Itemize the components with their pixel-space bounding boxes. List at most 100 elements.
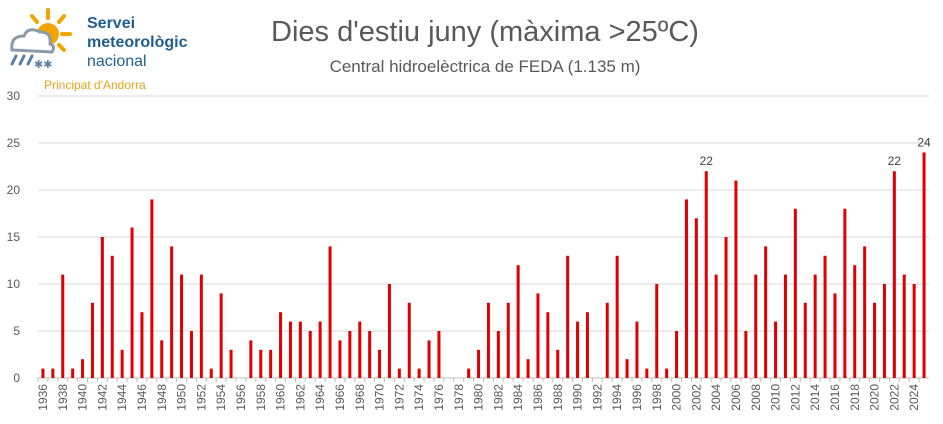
bar-2013 [803, 302, 807, 378]
bar-1940 [81, 359, 85, 378]
bar-1999 [665, 368, 669, 378]
bar-2018 [853, 265, 857, 378]
x-tick-label: 1980 [472, 384, 486, 411]
bar-1965 [328, 246, 332, 378]
bar-1983 [506, 302, 510, 378]
bar-1937 [51, 368, 55, 378]
bar-1993 [605, 302, 609, 378]
bar-2022 [892, 171, 896, 378]
bar-2023 [902, 274, 906, 378]
bar-1942 [100, 237, 104, 378]
x-tick-label: 1946 [135, 384, 149, 411]
bar-1945 [130, 227, 134, 378]
x-tick-label: 1974 [412, 384, 426, 411]
x-tick-label: 1942 [95, 384, 109, 411]
bar-2024 [912, 284, 916, 378]
bar-1971 [387, 284, 391, 378]
bar-2020 [873, 302, 877, 378]
bar-1954 [219, 293, 223, 378]
bar-1996 [635, 321, 639, 378]
x-tick-label: 1996 [630, 384, 644, 411]
bar-1975 [427, 340, 431, 378]
bar-1973 [407, 302, 411, 378]
chart-title: Dies d'estiu juny (màxima >25ºC) [271, 16, 699, 48]
bar-1998 [655, 284, 659, 378]
bar-1949 [170, 246, 174, 378]
x-tick-label: 1972 [392, 384, 406, 411]
x-tick-label: 2012 [788, 384, 802, 411]
bar-1946 [140, 312, 144, 378]
x-tick-label: 1988 [551, 384, 565, 411]
bar-1989 [566, 255, 570, 378]
bar-1997 [645, 368, 649, 378]
bar-1966 [338, 340, 342, 378]
x-tick-label: 1984 [511, 384, 525, 411]
x-tick-label: 1936 [36, 384, 50, 411]
bar-1990 [576, 321, 580, 378]
y-tick-label: 30 [7, 89, 21, 103]
bar-1955 [229, 349, 233, 378]
bar-2000 [675, 331, 679, 378]
x-tick-label: 1952 [194, 384, 208, 411]
bar-1984 [516, 265, 520, 378]
bar-1972 [397, 368, 401, 378]
bar-1980 [477, 349, 481, 378]
bar-2015 [823, 255, 827, 378]
bar-1986 [536, 293, 540, 378]
x-tick-label: 1956 [234, 384, 248, 411]
bar-1967 [348, 331, 352, 378]
x-tick-label: 1960 [274, 384, 288, 411]
bar-2001 [684, 199, 688, 378]
bar-1994 [615, 255, 619, 378]
brand-line2: meteorològic [87, 34, 188, 51]
bar-2010 [774, 321, 778, 378]
bar-2006 [734, 180, 738, 378]
bar-1987 [546, 312, 550, 378]
x-tick-label: 2024 [907, 384, 921, 411]
bar-2012 [793, 208, 797, 378]
bar-2007 [744, 331, 748, 378]
x-tick-label: 1966 [333, 384, 347, 411]
brand-subtitle: Principat d'Andorra [44, 78, 146, 92]
y-tick-label: 10 [7, 277, 21, 291]
x-tick-label: 2002 [689, 384, 703, 411]
x-tick-label: 1970 [373, 384, 387, 411]
data-label: 22 [700, 154, 714, 168]
x-tick-label: 2004 [709, 384, 723, 411]
bar-2002 [694, 218, 698, 378]
bar-1960 [279, 312, 283, 378]
bar-2005 [724, 237, 728, 378]
x-tick-label: 2000 [670, 384, 684, 411]
x-tick-label: 1976 [432, 384, 446, 411]
bar-1974 [417, 368, 421, 378]
svg-text:✱✱: ✱✱ [34, 58, 52, 71]
x-tick-label: 1958 [254, 384, 268, 411]
bar-1943 [110, 255, 114, 378]
bar-1958 [259, 349, 263, 378]
weather-logo-icon: ✱✱ [10, 8, 72, 71]
bar-1951 [189, 331, 193, 378]
bar-2009 [764, 246, 768, 378]
bar-1938 [61, 274, 65, 378]
bar-2025 [922, 152, 926, 378]
bar-1948 [160, 340, 164, 378]
x-tick-label: 2008 [749, 384, 763, 411]
bar-1991 [585, 312, 589, 378]
bar-2003 [704, 171, 708, 378]
bar-1968 [358, 321, 362, 378]
data-label: 24 [917, 135, 931, 149]
bar-1982 [496, 331, 500, 378]
x-tick-label: 1986 [531, 384, 545, 411]
bar-1995 [625, 359, 629, 378]
x-tick-label: 1982 [491, 384, 505, 411]
x-tick-label: 1978 [452, 384, 466, 411]
x-tick-label: 1940 [76, 384, 90, 411]
x-tick-label: 2006 [729, 384, 743, 411]
y-tick-label: 15 [7, 230, 21, 244]
x-tick-label: 1954 [214, 384, 228, 411]
bar-1939 [71, 368, 75, 378]
bar-1963 [308, 331, 312, 378]
bar-1959 [269, 349, 273, 378]
bar-1964 [318, 321, 322, 378]
